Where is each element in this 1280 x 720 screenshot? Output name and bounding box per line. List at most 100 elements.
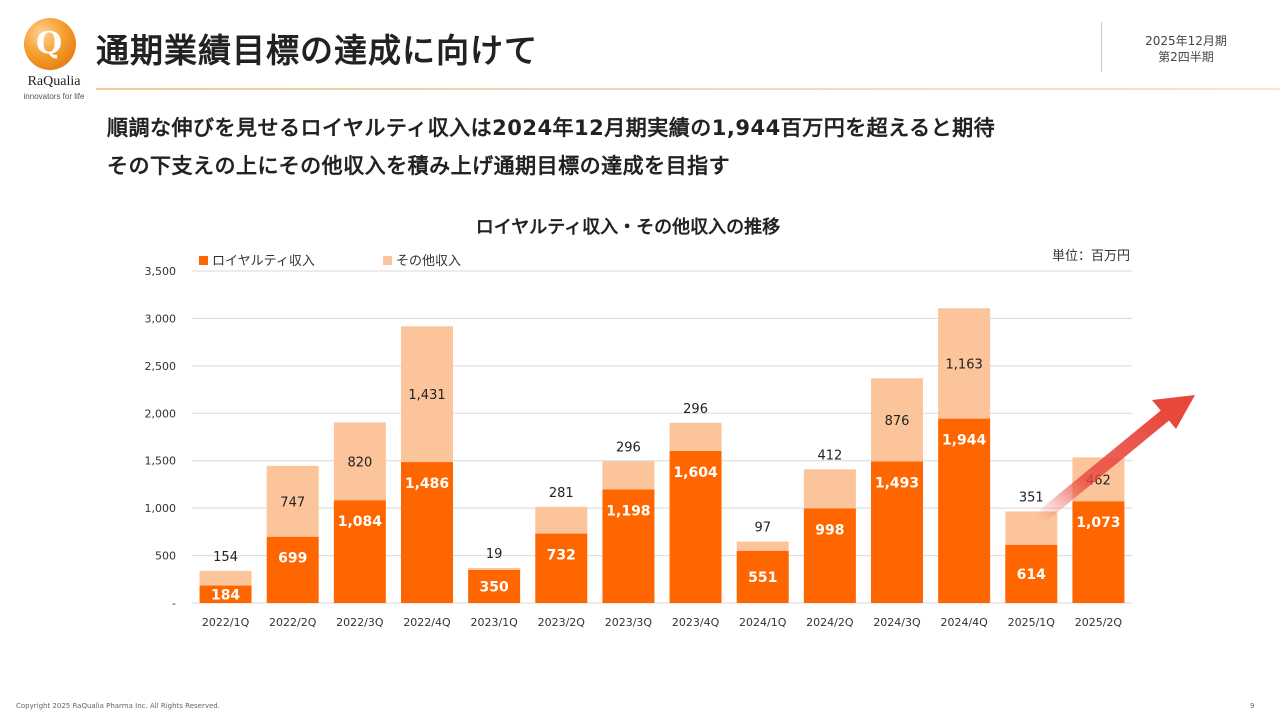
fiscal-period-quarter: 第2四半期 — [1158, 50, 1214, 64]
x-tick-label: 2023/4Q — [672, 616, 720, 629]
other-value-label: 1,431 — [408, 388, 445, 403]
bar-royalty — [871, 461, 923, 603]
royalty-value-label: 614 — [1017, 567, 1046, 583]
other-value-label: 412 — [817, 448, 842, 463]
chart-legend: ロイヤルティ収入 その他収入 — [199, 254, 461, 269]
x-tick-label: 2022/4Q — [403, 616, 451, 629]
legend-label-other: その他収入 — [396, 254, 461, 269]
headline-2: その下支えの上にその他収入を積み上げ通期目標の達成を目指す — [107, 154, 731, 178]
royalty-value-label: 699 — [278, 551, 307, 567]
other-value-label: 19 — [486, 547, 503, 562]
bar-other — [535, 506, 588, 534]
bar-royalty — [535, 533, 588, 603]
x-tick-label: 2024/1Q — [739, 616, 787, 629]
other-value-label: 281 — [549, 486, 574, 501]
bar-royalty — [602, 489, 655, 603]
bar-other — [602, 461, 655, 490]
logo-name: RaQualia — [27, 74, 81, 89]
page-title: 通期業績目標の達成に向けて — [96, 31, 538, 70]
bar-royalty — [803, 508, 856, 603]
legend-swatch-royalty — [199, 256, 208, 265]
x-tick-label: 2023/2Q — [538, 616, 586, 629]
other-value-label: 351 — [1019, 490, 1044, 505]
unit-label: 単位：百万円 — [1052, 248, 1130, 264]
other-value-label: 154 — [213, 550, 238, 565]
bar-royalty — [938, 418, 991, 603]
bar-royalty — [669, 450, 722, 603]
chart-title: ロイヤルティ収入・その他収入の推移 — [476, 216, 780, 238]
x-tick-label: 2024/4Q — [940, 616, 988, 629]
y-tick-label: 3,500 — [145, 265, 177, 278]
x-tick-label: 2025/1Q — [1008, 616, 1056, 629]
x-tick-label: 2022/3Q — [336, 616, 384, 629]
growth-arrow-shaft — [1035, 407, 1173, 524]
bar-other — [803, 469, 856, 509]
other-value-label: 296 — [616, 440, 641, 455]
x-tick-label: 2022/2Q — [269, 616, 317, 629]
bar-royalty — [1072, 501, 1125, 603]
y-tick-label: 2,000 — [145, 407, 177, 420]
fiscal-period-year: 2025年12月期 — [1145, 34, 1227, 48]
logo-q-glyph: Q — [36, 26, 63, 61]
growth-arrow — [1035, 395, 1195, 524]
royalty-value-label: 1,486 — [405, 476, 449, 492]
royalty-value-label: 184 — [211, 587, 240, 603]
bar-royalty — [266, 536, 319, 603]
royalty-value-label: 551 — [748, 570, 777, 586]
legend-label-royalty: ロイヤルティ収入 — [212, 254, 315, 269]
x-tick-label: 2022/1Q — [202, 616, 250, 629]
x-tick-label: 2025/2Q — [1075, 616, 1123, 629]
bar-other — [333, 422, 386, 501]
royalty-value-label: 998 — [815, 522, 844, 538]
header-vertical-divider — [1101, 22, 1102, 72]
bar-royalty — [468, 569, 521, 603]
other-value-label: 747 — [280, 495, 305, 510]
bar-royalty — [333, 500, 386, 603]
other-value-label: 1,163 — [946, 357, 983, 372]
x-tick-label: 2024/2Q — [806, 616, 854, 629]
bar-royalty — [199, 585, 252, 603]
bar-royalty — [1005, 544, 1058, 603]
bar-other — [669, 422, 722, 451]
company-logo: Q RaQualia innovators for life — [14, 14, 94, 106]
bar-other — [736, 541, 789, 551]
page-number: 9 — [1250, 702, 1255, 710]
growth-arrow-head-icon — [1152, 395, 1195, 429]
bar-other — [266, 465, 319, 537]
royalty-value-label: 1,084 — [338, 514, 383, 530]
other-value-label: 296 — [683, 402, 708, 417]
other-value-label: 876 — [885, 414, 910, 429]
y-tick-label: 500 — [155, 550, 176, 563]
royalty-value-label: 732 — [547, 548, 576, 564]
y-tick-label: 1,500 — [145, 455, 177, 468]
y-tick-label: 2,500 — [145, 360, 177, 373]
y-tick-label: - — [172, 597, 176, 610]
other-value-label: 820 — [347, 455, 372, 470]
y-tick-label: 1,000 — [145, 502, 177, 515]
legend-swatch-other — [383, 256, 392, 265]
header-divider — [96, 88, 1280, 90]
royalty-value-label: 1,944 — [942, 433, 987, 449]
x-tick-label: 2023/1Q — [470, 616, 518, 629]
logo-mark-icon — [24, 18, 76, 70]
bar-other — [401, 326, 453, 463]
logo-tagline: innovators for life — [23, 92, 85, 101]
fiscal-period: 2025年12月期 第2四半期 — [1108, 33, 1264, 65]
x-tick-label: 2024/3Q — [873, 616, 921, 629]
headline-1: 順調な伸びを見せるロイヤルティ収入は2024年12月期実績の1,944百万円を超… — [107, 116, 996, 140]
bar-other — [938, 308, 991, 419]
royalty-value-label: 1,198 — [606, 503, 650, 519]
bar-royalty — [401, 462, 453, 603]
royalty-value-label: 1,604 — [673, 465, 718, 481]
bar-other — [199, 570, 252, 586]
bar-royalty — [736, 550, 789, 603]
royalty-value-label: 1,073 — [1076, 515, 1120, 531]
bar-other — [871, 378, 923, 462]
royalty-value-label: 350 — [480, 579, 509, 595]
x-tick-label: 2023/3Q — [605, 616, 653, 629]
bar-other — [468, 567, 521, 570]
royalty-value-label: 1,493 — [875, 475, 919, 491]
footer-copyright: Copyright 2025 RaQualia Pharma Inc. All … — [16, 702, 220, 710]
y-tick-label: 3,000 — [145, 312, 177, 325]
